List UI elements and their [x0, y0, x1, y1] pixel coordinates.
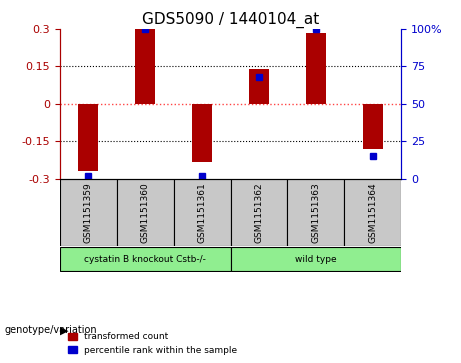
FancyBboxPatch shape	[230, 179, 287, 246]
FancyBboxPatch shape	[230, 247, 401, 271]
FancyBboxPatch shape	[344, 179, 401, 246]
FancyBboxPatch shape	[60, 247, 230, 271]
FancyBboxPatch shape	[287, 179, 344, 246]
Text: cystatin B knockout Cstb-/-: cystatin B knockout Cstb-/-	[84, 255, 206, 264]
Legend: transformed count, percentile rank within the sample: transformed count, percentile rank withi…	[65, 329, 241, 359]
Text: wild type: wild type	[295, 255, 337, 264]
FancyBboxPatch shape	[117, 179, 174, 246]
Bar	[135, 29, 155, 104]
FancyBboxPatch shape	[174, 179, 230, 246]
Bar	[192, 104, 212, 163]
Text: GSM1151362: GSM1151362	[254, 182, 263, 243]
Text: genotype/variation: genotype/variation	[5, 325, 97, 335]
Text: GSM1151364: GSM1151364	[368, 182, 377, 243]
Bar	[78, 104, 98, 171]
FancyBboxPatch shape	[60, 179, 117, 246]
Text: GSM1151363: GSM1151363	[311, 182, 320, 243]
Text: GSM1151359: GSM1151359	[84, 182, 93, 243]
Title: GDS5090 / 1440104_at: GDS5090 / 1440104_at	[142, 12, 319, 28]
Text: GSM1151360: GSM1151360	[141, 182, 150, 243]
Text: GSM1151361: GSM1151361	[198, 182, 207, 243]
Bar	[249, 69, 269, 104]
Bar	[363, 104, 383, 149]
Text: ▶: ▶	[60, 325, 68, 335]
Bar	[306, 33, 326, 104]
